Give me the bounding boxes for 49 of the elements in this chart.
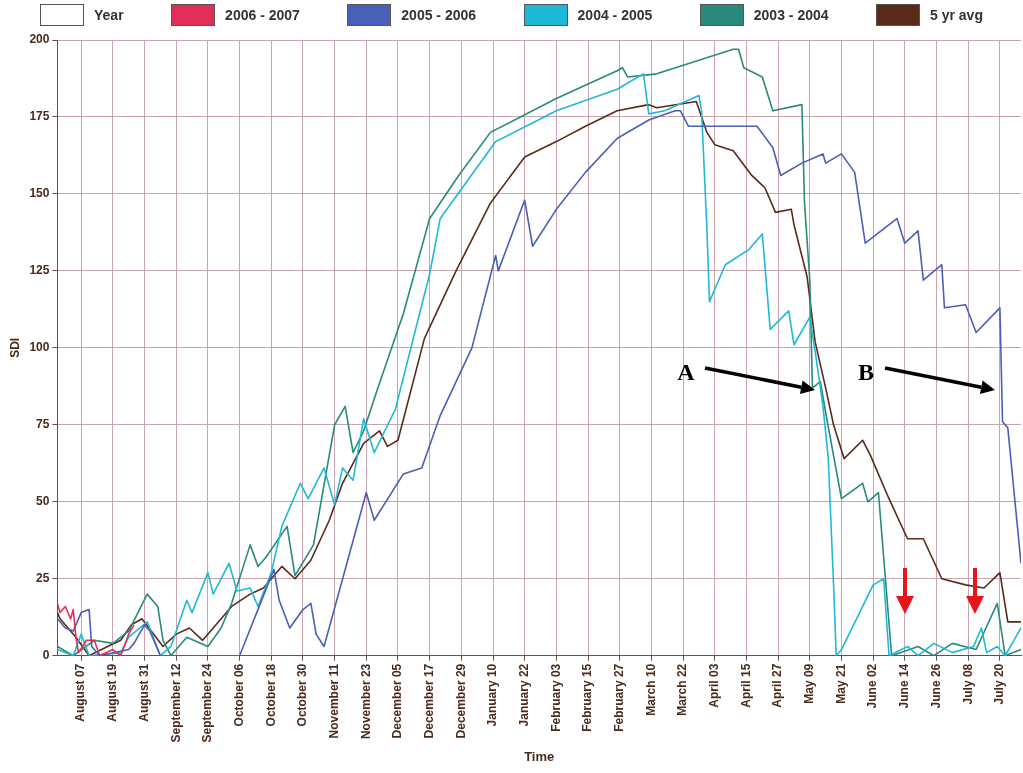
x-tick-label: January 22 xyxy=(517,663,531,727)
x-tick-label: February 03 xyxy=(548,663,563,732)
annotation: B xyxy=(857,358,875,386)
x-tick-label: March 22 xyxy=(675,663,690,716)
y-tick-label: 150 xyxy=(29,186,50,201)
y-axis-title: SDI xyxy=(7,337,22,358)
x-tick-label: May 09 xyxy=(802,663,817,704)
y-tick-label: 175 xyxy=(29,109,50,124)
x-tick-label: June 26 xyxy=(928,663,943,709)
y-tick-label: 50 xyxy=(36,494,50,509)
legend-label: 2003 - 2004 xyxy=(753,7,829,23)
x-tick-label: December 05 xyxy=(390,663,405,739)
y-tick-label: 25 xyxy=(36,571,50,586)
x-tick-label: April 03 xyxy=(707,663,722,708)
legend-label: 2006 - 2007 xyxy=(225,7,300,23)
x-tick-label: December 17 xyxy=(421,663,436,739)
x-tick-label: June 02 xyxy=(865,663,880,709)
x-tick-label: October 30 xyxy=(295,663,310,727)
x-tick-label: October 06 xyxy=(231,663,246,727)
x-tick-label: February 27 xyxy=(612,663,627,732)
x-tick-label: December 29 xyxy=(453,663,468,739)
y-tick-label: 75 xyxy=(36,417,50,432)
x-tick-label: August 31 xyxy=(136,663,151,722)
x-tick-label: April 27 xyxy=(770,663,785,708)
x-tick-label: April 15 xyxy=(738,663,753,708)
x-tick-label: February 15 xyxy=(580,663,595,732)
y-tick-label: 0 xyxy=(42,648,50,663)
legend-label: 5 yr avg xyxy=(930,7,983,23)
x-tick-label: September 24 xyxy=(200,663,215,743)
x-tick-label: July 20 xyxy=(992,663,1007,705)
legend-label: 2004 - 2005 xyxy=(577,7,653,23)
x-tick-label: August 19 xyxy=(105,663,120,722)
x-tick-label: August 07 xyxy=(73,663,88,722)
x-tick-label: September 12 xyxy=(168,663,183,743)
x-tick-label: October 18 xyxy=(263,663,278,727)
x-tick-label: May 21 xyxy=(833,663,848,704)
x-tick-label: January 10 xyxy=(485,663,500,727)
x-tick-label: November 23 xyxy=(358,663,373,740)
x-tick-label: June 14 xyxy=(897,663,912,709)
legend-label: 2005 - 2006 xyxy=(401,7,477,23)
x-axis-title: Time xyxy=(524,748,555,764)
y-tick-label: 100 xyxy=(29,340,50,355)
x-tick-label: March 10 xyxy=(643,663,658,716)
x-tick-label: November 11 xyxy=(326,663,341,739)
x-tick-label: July 08 xyxy=(960,663,975,705)
annotation: A xyxy=(677,358,695,386)
y-tick-label: 125 xyxy=(29,263,50,278)
y-tick-label: 200 xyxy=(29,32,50,47)
legend-title: Year xyxy=(94,7,124,23)
